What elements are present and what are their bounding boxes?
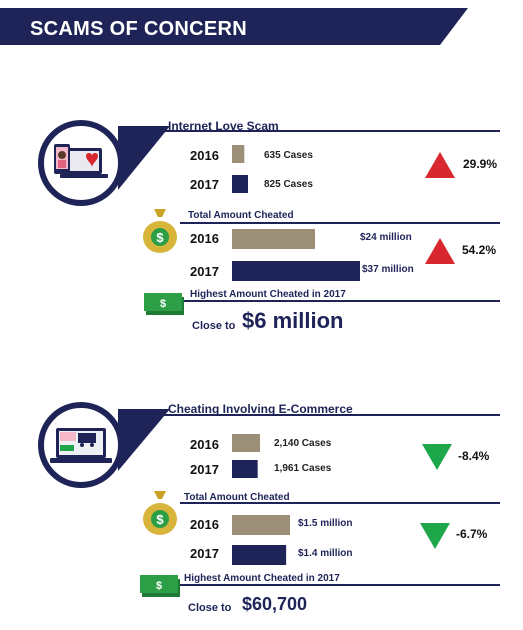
ecom-amount-title: Total Amount Cheated <box>184 492 290 503</box>
money-bag-icon-2: $ <box>143 491 177 535</box>
love-highest-title: Highest Amount Cheated in 2017 <box>190 289 346 300</box>
page-title: SCAMS OF CONCERN <box>30 18 248 40</box>
love-cases-year-2016: 2016 <box>190 148 219 163</box>
phone-laptop-heart-icon <box>38 120 124 206</box>
ecom-amount-year-2017: 2017 <box>190 546 219 561</box>
love-amount-year-2016: 2016 <box>190 231 219 246</box>
love-amount-title: Total Amount Cheated <box>188 210 294 221</box>
cash-stack-icon: $ <box>144 293 184 315</box>
love-amount-chart <box>232 229 360 281</box>
arrow-down-icon <box>422 444 452 470</box>
bar-love-amount-2016 <box>232 229 316 249</box>
ecom-amount-chart <box>232 515 290 565</box>
love-cases-label-2017: 825 Cases <box>264 179 313 190</box>
banner-shape <box>0 8 468 45</box>
love-scam-title: Internet Love Scam <box>168 119 279 133</box>
ecom-close-to: Close to <box>188 602 232 614</box>
love-amount-label-2016: $24 million <box>360 232 412 243</box>
love-scam-frame <box>118 126 500 302</box>
ecom-amount-year-2016: 2016 <box>190 517 219 532</box>
ecom-cases-chart <box>232 434 260 478</box>
bar-love-cases-2017 <box>232 175 248 193</box>
ecom-cases-year-2016: 2016 <box>190 437 219 452</box>
svg-text:$: $ <box>160 298 166 310</box>
ecom-cases-label-2017: 1,961 Cases <box>274 463 332 474</box>
ecommerce-title: Cheating Involving E-Commerce <box>168 402 353 416</box>
bar-ecom-cases-2017 <box>232 460 258 478</box>
ecom-highest-value: $60,700 <box>242 594 308 614</box>
arrow-up-icon <box>425 152 455 178</box>
ecom-cases-year-2017: 2017 <box>190 462 219 477</box>
love-cases-year-2017: 2017 <box>190 177 219 192</box>
ecom-cases-change: -8.4% <box>458 449 490 463</box>
ecom-amount-label-2017: $1.4 million <box>298 548 353 559</box>
svg-text:$: $ <box>156 512 164 527</box>
ecommerce-frame <box>118 409 500 586</box>
love-close-to: Close to <box>192 320 236 332</box>
bar-ecom-amount-2017 <box>232 545 287 565</box>
bar-love-cases-2016 <box>232 145 245 163</box>
svg-text:$: $ <box>156 230 164 245</box>
bar-love-amount-2017 <box>232 261 360 281</box>
love-cases-chart <box>232 145 248 193</box>
header-banner: SCAMS OF CONCERN <box>0 0 523 60</box>
ecom-amount-change: -6.7% <box>456 527 488 541</box>
love-amount-change: 54.2% <box>462 243 497 257</box>
arrow-up-icon-2 <box>425 238 455 264</box>
money-bag-icon: $ <box>143 209 177 253</box>
ecom-highest-title: Highest Amount Cheated in 2017 <box>184 573 340 584</box>
laptop-shop-icon <box>38 402 124 488</box>
arrow-down-icon-2 <box>420 523 450 549</box>
love-amount-label-2017: $37 million <box>362 264 414 275</box>
love-amount-year-2017: 2017 <box>190 264 219 279</box>
svg-text:$: $ <box>156 580 162 592</box>
cash-stack-icon-2: $ <box>140 575 180 597</box>
ecom-amount-label-2016: $1.5 million <box>298 518 353 529</box>
love-cases-change: 29.9% <box>463 157 498 171</box>
bar-ecom-cases-2016 <box>232 434 260 452</box>
ecom-cases-label-2016: 2,140 Cases <box>274 438 332 449</box>
love-cases-label-2016: 635 Cases <box>264 150 313 161</box>
bar-ecom-amount-2016 <box>232 515 290 535</box>
love-highest-value: $6 million <box>242 308 344 333</box>
